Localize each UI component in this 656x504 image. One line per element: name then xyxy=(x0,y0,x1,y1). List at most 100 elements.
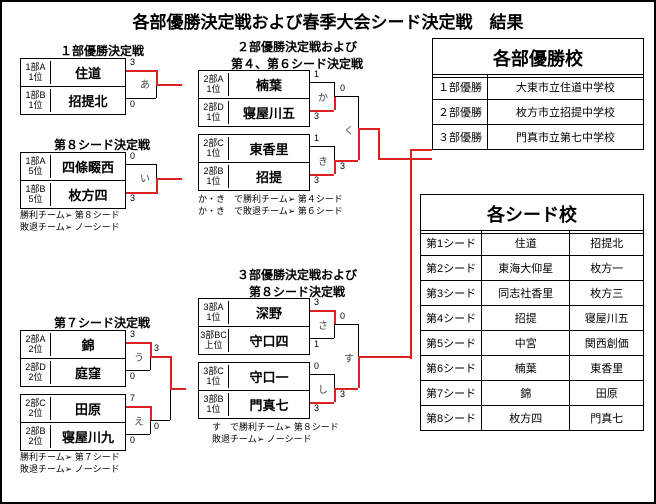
b8-s1: 0 xyxy=(130,151,135,161)
b8-team1: 1部A 5位 四條畷西 xyxy=(20,152,126,181)
cell: 寝屋川五 xyxy=(570,306,644,331)
line xyxy=(310,374,334,375)
b7-t2-name: 庭窪 xyxy=(51,359,125,386)
table-row: 第4シード招提寝屋川五 xyxy=(421,306,644,331)
b2-team4: 2部B 1位 招提 xyxy=(198,162,310,191)
b2-hint: か・き で勝利チーム➢ 第４シード か・き で敗退チーム➢ 第６シード xyxy=(198,194,343,217)
page-title: 各部優勝決定戦および春季大会シード決定戦 結果 xyxy=(2,2,654,35)
line xyxy=(334,310,336,324)
line xyxy=(378,158,432,160)
s: 3 xyxy=(154,343,159,353)
b8-s2: 3 xyxy=(130,193,135,203)
table-row: ３部優勝門真市立第七中学校 xyxy=(433,125,644,150)
r: 2部A 1位 xyxy=(199,73,229,97)
n: 守口四 xyxy=(229,327,309,354)
cell: 第7シード xyxy=(421,381,482,406)
s: 0 xyxy=(340,311,345,321)
table-row: 第6シード楠葉東香里 xyxy=(421,356,644,381)
b2-team3: 2部C 1位 東香里 xyxy=(198,134,310,163)
line xyxy=(150,420,170,421)
cell: 第3シード xyxy=(421,281,482,306)
s: 0 xyxy=(130,435,135,445)
b8-team2: 1部B 5位 枚方四 xyxy=(20,180,126,209)
line xyxy=(378,356,410,358)
cell: 枚方一 xyxy=(570,256,644,281)
r: 2部D 1位 xyxy=(199,101,229,125)
s: 1 xyxy=(314,339,319,349)
cell: 東香里 xyxy=(570,356,644,381)
cell: 第2シード xyxy=(421,256,482,281)
b3-title: ３部優勝決定戦および 第８シード決定戦 xyxy=(212,266,382,300)
line xyxy=(126,342,150,344)
b2-m2: き xyxy=(318,153,328,168)
s: 3 xyxy=(314,175,319,185)
table-row: 第3シード同志社香里枚方三 xyxy=(421,281,644,306)
table-row: 第7シード錦田原 xyxy=(421,381,644,406)
s: 3 xyxy=(340,389,345,399)
cell: 第1シード xyxy=(421,231,482,256)
cell: 枚方市立招提中学校 xyxy=(488,100,644,125)
b7-hint: 勝利チーム➢ 第７シード 敗退チーム➢ ノーシード xyxy=(20,452,120,475)
line xyxy=(150,356,170,358)
line xyxy=(358,128,360,160)
line xyxy=(156,178,182,180)
b3-mf: す xyxy=(344,350,354,365)
cell: １部優勝 xyxy=(433,75,488,100)
s: 0 xyxy=(130,371,135,381)
b1-t2-rank: 1部B 1位 xyxy=(21,89,51,113)
champ-hdr: 各部優勝校 xyxy=(432,38,644,78)
seed-table: 第1シード住道招提北 第2シード東海大仰星枚方一 第3シード同志社香里枚方三 第… xyxy=(420,230,644,431)
table-row: 第5シード中宮関西創価 xyxy=(421,331,644,356)
cell: 田原 xyxy=(570,381,644,406)
line xyxy=(126,70,156,72)
cell: 関西創価 xyxy=(570,331,644,356)
cell: 東海大仰星 xyxy=(482,256,570,281)
line xyxy=(334,96,336,110)
cell: 門真七 xyxy=(570,406,644,431)
cell: 住道 xyxy=(482,231,570,256)
n: 門真七 xyxy=(229,391,309,418)
cell: 第6シード xyxy=(421,356,482,381)
line xyxy=(358,128,378,130)
cell: 招提 xyxy=(482,306,570,331)
cell: 錦 xyxy=(482,381,570,406)
line xyxy=(310,310,334,312)
b7-t1-name: 錦 xyxy=(51,331,125,358)
n: 招提 xyxy=(229,163,309,190)
cell: 中宮 xyxy=(482,331,570,356)
b2-m1: か xyxy=(318,89,328,104)
b7-t1-rank: 2部A 2位 xyxy=(21,333,51,357)
b7-title: 第７シード決定戦 xyxy=(42,314,162,331)
line xyxy=(156,70,158,84)
line xyxy=(126,406,150,408)
r: 3部BC 上位 xyxy=(199,329,229,353)
b2-mf: く xyxy=(344,122,354,137)
s: 3 xyxy=(340,161,345,171)
r: 3部C 1位 xyxy=(199,365,229,389)
cell: 第8シード xyxy=(421,406,482,431)
line xyxy=(150,342,152,356)
b7-t4-rank: 2部B 2位 xyxy=(21,425,51,449)
s: 1 xyxy=(314,133,319,143)
cell: 枚方三 xyxy=(570,281,644,306)
line xyxy=(334,324,358,325)
b8-hint: 勝利チーム➢ 第８シード 敗退チーム➢ ノーシード xyxy=(20,210,120,233)
cell: 第4シード xyxy=(421,306,482,331)
b7-t4-name: 寝屋川九 xyxy=(51,423,125,450)
line xyxy=(334,96,358,97)
b3-team4: 3部B 1位 門真七 xyxy=(198,390,310,419)
n: 守口一 xyxy=(229,363,309,390)
cell: 大東市立住道中学校 xyxy=(488,75,644,100)
champ-table: １部優勝大東市立住道中学校 ２部優勝枚方市立招提中学校 ３部優勝門真市立第七中学… xyxy=(432,74,644,150)
b2-title: ２部優勝決定戦および 第４、第６シード決定戦 xyxy=(212,38,382,72)
cell: 枚方四 xyxy=(482,406,570,431)
s: 0 xyxy=(340,83,345,93)
line xyxy=(358,356,378,358)
s: 7 xyxy=(130,393,135,403)
b2-team2: 2部D 1位 寝屋川五 xyxy=(198,98,310,127)
r: 2部C 1位 xyxy=(199,137,229,161)
n: 深野 xyxy=(229,299,309,326)
s: 3 xyxy=(314,297,319,307)
b7-team4: 2部B 2位 寝屋川九 xyxy=(20,422,126,451)
b8-t2-name: 枚方四 xyxy=(51,181,125,208)
